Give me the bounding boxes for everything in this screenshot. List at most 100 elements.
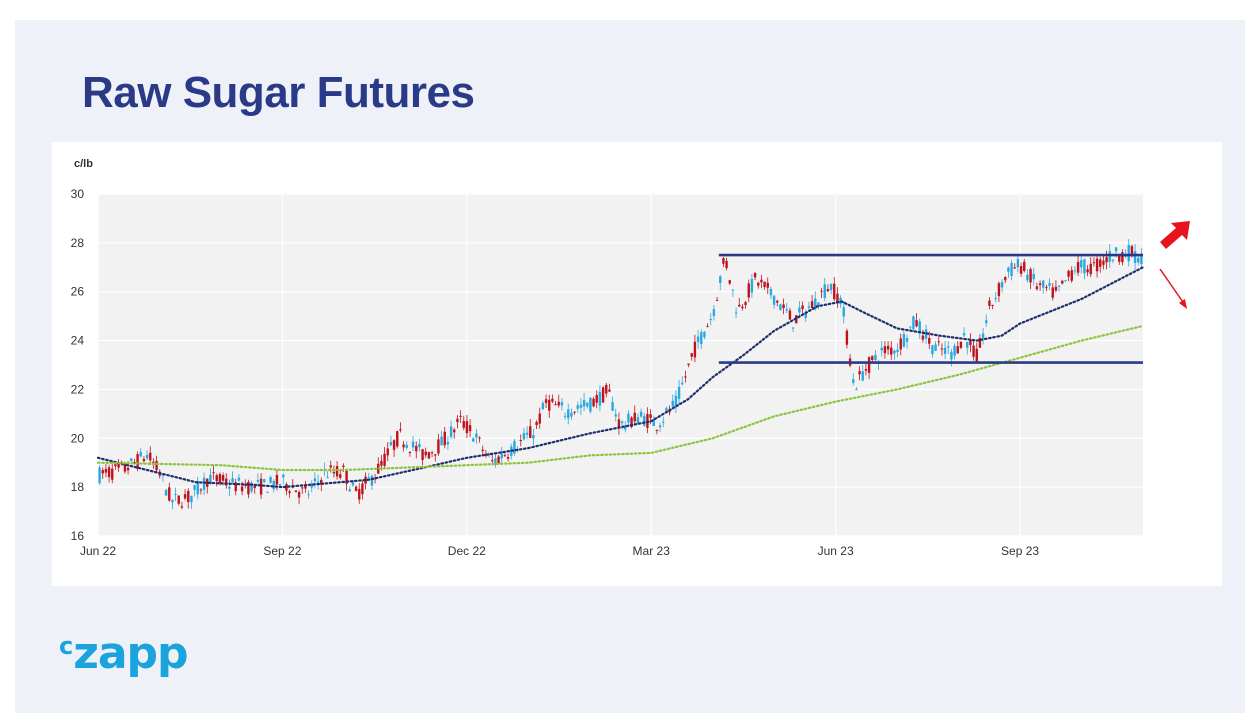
- candle-down: [244, 484, 247, 486]
- candle-down: [972, 345, 975, 357]
- candle-down: [1121, 252, 1124, 263]
- candle-up: [1010, 262, 1013, 276]
- candle-down: [978, 338, 982, 348]
- candle-down: [741, 306, 744, 309]
- candle-up: [829, 283, 833, 291]
- candle-up: [823, 284, 826, 298]
- candle-up: [696, 336, 700, 342]
- candle-down: [1061, 280, 1064, 284]
- candle-down: [782, 304, 785, 308]
- candle-down: [1092, 262, 1096, 264]
- candle-down: [335, 466, 339, 477]
- candle-down: [991, 304, 994, 306]
- candle-up: [500, 453, 503, 459]
- candle-down: [706, 326, 709, 328]
- candle-down: [836, 293, 839, 304]
- candle-down: [753, 273, 757, 278]
- moving-average-long: [96, 324, 1145, 472]
- candle-up: [282, 474, 285, 478]
- y-tick-label: 20: [71, 431, 85, 445]
- candle-down: [478, 437, 481, 439]
- candle-down: [548, 399, 551, 411]
- candle-down: [126, 467, 130, 471]
- candle-up: [700, 332, 703, 345]
- candle-down: [833, 283, 836, 300]
- candle-up: [190, 495, 193, 503]
- candle-down: [491, 460, 494, 462]
- candle-up: [681, 382, 684, 385]
- candle-up: [269, 476, 272, 483]
- candle-up: [278, 484, 282, 486]
- candle-down: [915, 320, 918, 327]
- logo-prefix: c: [59, 632, 73, 660]
- candle-down: [225, 478, 228, 486]
- candle-down: [339, 474, 342, 478]
- candle-up: [1016, 259, 1020, 268]
- candle-up: [307, 494, 310, 496]
- x-tick-label: Jun 22: [80, 544, 116, 558]
- candle-up: [1007, 267, 1010, 272]
- logo-main: zapp: [73, 628, 188, 679]
- candle-down: [443, 431, 446, 446]
- candle-up: [1133, 251, 1137, 263]
- candle-down: [630, 417, 633, 428]
- candle-down: [421, 449, 424, 461]
- candle-up: [639, 411, 643, 417]
- candle-up: [627, 413, 630, 423]
- candle-up: [598, 391, 602, 406]
- candle-down: [133, 461, 136, 463]
- candle-down: [247, 481, 250, 495]
- candle-down: [845, 330, 849, 345]
- candle-down: [1067, 270, 1070, 277]
- plot-area: [98, 194, 1143, 536]
- candle-down: [187, 490, 190, 502]
- candle-down: [1023, 261, 1026, 271]
- candle-up: [494, 458, 497, 464]
- candle-up: [807, 306, 811, 308]
- candle-down: [177, 495, 180, 504]
- candle-down: [810, 301, 814, 308]
- candle-up: [576, 405, 579, 409]
- candle-up: [658, 425, 662, 428]
- candle-down: [519, 439, 522, 441]
- x-tick-label: Sep 22: [263, 544, 301, 558]
- candle-down: [883, 346, 887, 354]
- candle-up: [525, 432, 529, 435]
- candle-down: [655, 429, 659, 431]
- candle-up: [1032, 273, 1035, 280]
- candle-up: [734, 312, 738, 314]
- candle-up: [791, 327, 795, 329]
- candle-down: [361, 483, 364, 495]
- candle-down: [760, 279, 763, 283]
- candle-up: [703, 331, 706, 338]
- candle-down: [123, 462, 127, 472]
- candle-down: [1086, 269, 1089, 273]
- moving-average-short: [96, 266, 1145, 489]
- candle-down: [757, 282, 760, 286]
- candle-up: [1048, 282, 1051, 286]
- candle-down: [215, 475, 218, 482]
- candle-up: [256, 480, 260, 482]
- candle-up: [171, 500, 174, 503]
- candle-down: [890, 347, 893, 355]
- candle-up: [567, 409, 570, 419]
- candle-down: [430, 452, 434, 454]
- candle-down: [1099, 259, 1102, 267]
- candle-down: [1102, 260, 1105, 265]
- candle-up: [909, 326, 912, 328]
- candle-up: [367, 477, 370, 479]
- candle-down: [864, 369, 868, 371]
- candle-up: [912, 316, 915, 330]
- candle-down: [1051, 287, 1054, 298]
- candle-down: [468, 425, 472, 432]
- candle-up: [652, 419, 655, 427]
- candle-down: [871, 356, 874, 360]
- candle-down: [212, 472, 215, 474]
- czapp-logo: czapp: [59, 628, 189, 679]
- candle-down: [744, 302, 747, 305]
- candle-down: [149, 452, 152, 461]
- candle-up: [677, 386, 681, 400]
- candle-up: [950, 351, 953, 360]
- candle-down: [687, 363, 690, 365]
- candle-up: [449, 426, 453, 437]
